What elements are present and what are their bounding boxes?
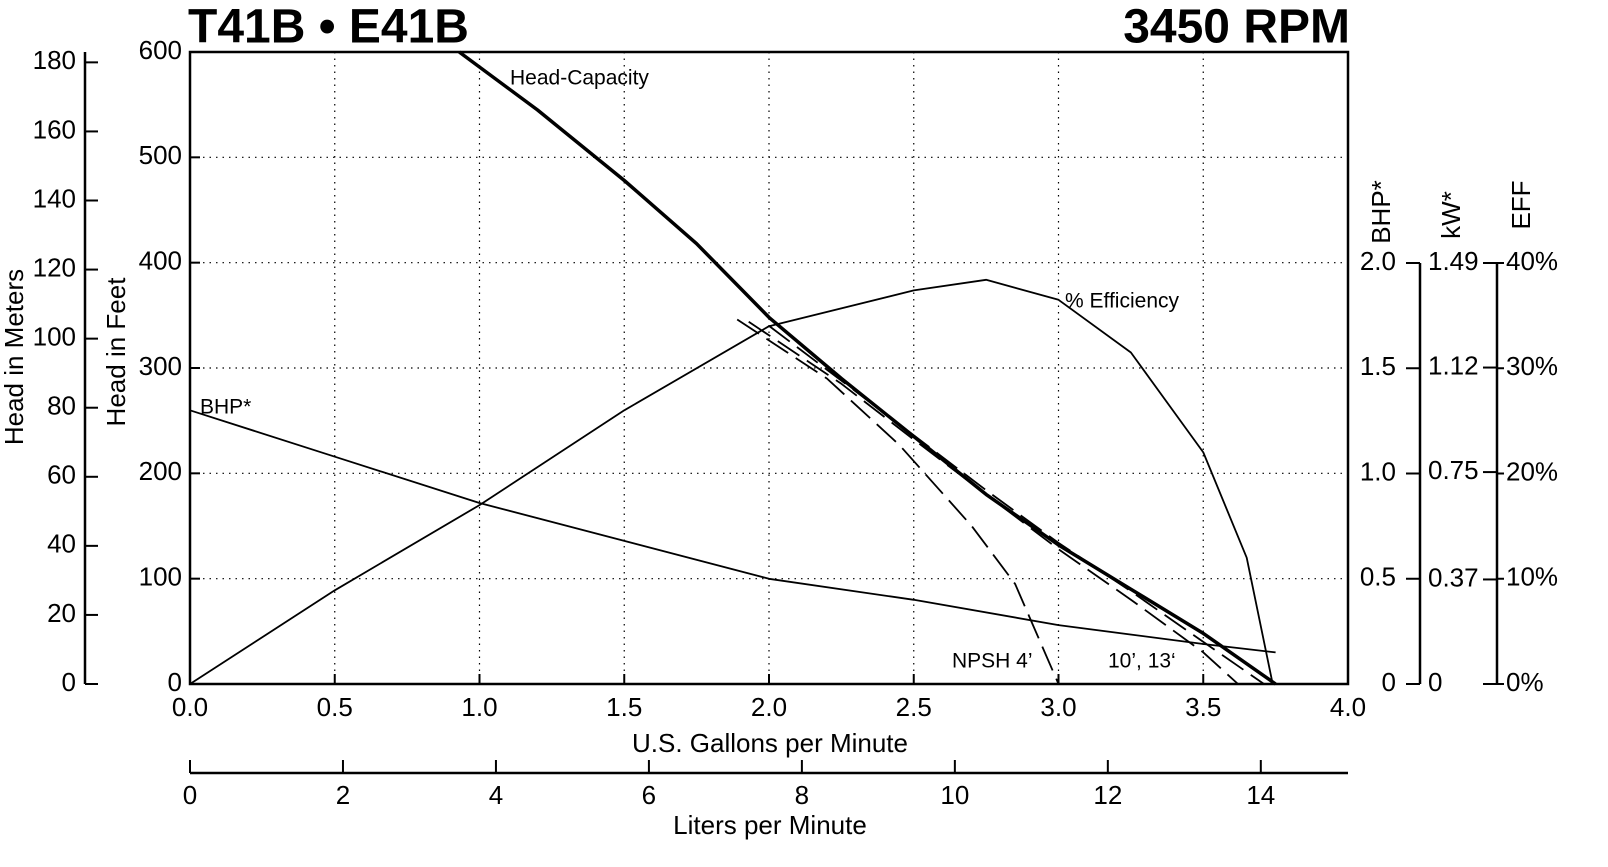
x-tick-label: 0.5 [317, 692, 353, 722]
series-line [189, 278, 1274, 685]
x-tick-label: 0.0 [172, 692, 208, 722]
x2-tick-label: 0 [183, 780, 197, 810]
x-tick-label: 2.5 [896, 692, 932, 722]
curve-label: NPSH 4’ [952, 650, 1033, 673]
curve-label: BHP* [200, 396, 251, 419]
meters-tick-label: 100 [33, 322, 76, 352]
x2-tick-label: 4 [489, 780, 503, 810]
y-tick-label: 300 [139, 351, 182, 381]
x-axis-title: U.S. Gallons per Minute [632, 728, 908, 758]
kw-tick-label: 1.49 [1428, 246, 1479, 276]
bhp-tick-label: 2.0 [1360, 246, 1396, 276]
series-line [458, 50, 1277, 686]
kw-axis-title: kW* [1436, 191, 1466, 239]
x2-tick-label: 2 [336, 780, 350, 810]
meters-tick-label: 160 [33, 114, 76, 144]
series-line [736, 318, 1060, 685]
bhp-tick-label: 1.5 [1360, 351, 1396, 381]
meters-axis-title: Head in Meters [0, 269, 29, 445]
x-tick-label: 1.5 [606, 692, 642, 722]
y-tick-label: 200 [139, 456, 182, 486]
x2-tick-label: 6 [642, 780, 656, 810]
x2-tick-label: 12 [1093, 780, 1122, 810]
meters-tick-label: 140 [33, 183, 76, 213]
meters-tick-label: 40 [47, 529, 76, 559]
meters-tick-label: 60 [47, 460, 76, 490]
meters-tick-label: 180 [33, 45, 76, 75]
y-tick-label: 0 [168, 667, 182, 697]
x2-tick-label: 8 [795, 780, 809, 810]
series-line [748, 320, 1239, 685]
eff-tick-label: 40% [1506, 246, 1558, 276]
eff-tick-label: 20% [1506, 456, 1558, 486]
kw-tick-label: 0.75 [1428, 455, 1479, 485]
curve-label: Head-Capacity [510, 67, 649, 90]
bhp-axis-title: BHP* [1366, 180, 1396, 244]
x-tick-label: 4.0 [1330, 692, 1366, 722]
eff-tick-label: 0% [1506, 667, 1544, 697]
meters-tick-label: 0 [62, 667, 76, 697]
y-tick-label: 100 [139, 562, 182, 592]
x2-axis-title: Liters per Minute [673, 810, 867, 840]
bhp-tick-label: 1.0 [1360, 456, 1396, 486]
eff-tick-label: 10% [1506, 562, 1558, 592]
x-tick-label: 2.0 [751, 692, 787, 722]
meters-tick-label: 80 [47, 391, 76, 421]
x-tick-label: 1.0 [461, 692, 497, 722]
meters-tick-label: 120 [33, 252, 76, 282]
y-axis-title: Head in Feet [101, 277, 131, 427]
kw-tick-label: 1.12 [1428, 350, 1479, 380]
series-line [189, 409, 1276, 654]
x2-tick-label: 10 [940, 780, 969, 810]
series-line [768, 325, 1265, 685]
annotation: 10’, 13‘ [1108, 650, 1176, 673]
curve-label: % Efficiency [1065, 290, 1179, 313]
chart-title: T41B • E41B [188, 1, 469, 54]
bhp-tick-label: 0 [1382, 667, 1396, 697]
x-tick-label: 3.5 [1185, 692, 1221, 722]
y-tick-label: 500 [139, 140, 182, 170]
x2-tick-label: 14 [1246, 780, 1275, 810]
kw-tick-label: 0.37 [1428, 562, 1479, 592]
kw-tick-label: 0 [1428, 667, 1442, 697]
meters-tick-label: 20 [47, 598, 76, 628]
bhp-tick-label: 0.5 [1360, 562, 1396, 592]
eff-tick-label: 30% [1506, 351, 1558, 381]
chart-subtitle: 3450 RPM [1123, 1, 1350, 54]
y-tick-label: 600 [139, 35, 182, 65]
x-tick-label: 3.0 [1040, 692, 1076, 722]
eff-axis-title: EFF [1506, 180, 1536, 229]
y-tick-label: 400 [139, 246, 182, 276]
